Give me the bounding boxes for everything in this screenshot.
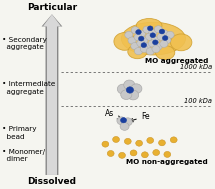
Circle shape bbox=[138, 36, 144, 41]
Circle shape bbox=[113, 136, 120, 143]
Circle shape bbox=[131, 27, 139, 34]
Circle shape bbox=[147, 26, 153, 31]
Circle shape bbox=[154, 43, 162, 50]
Circle shape bbox=[149, 29, 157, 36]
Circle shape bbox=[146, 48, 154, 55]
Circle shape bbox=[137, 40, 145, 47]
Circle shape bbox=[136, 140, 143, 146]
Circle shape bbox=[117, 117, 126, 125]
Circle shape bbox=[131, 43, 139, 50]
Text: Particular: Particular bbox=[27, 3, 77, 12]
Circle shape bbox=[121, 90, 132, 99]
Ellipse shape bbox=[170, 34, 192, 51]
Text: • Intermediate
  aggregate: • Intermediate aggregate bbox=[2, 81, 55, 95]
Circle shape bbox=[117, 84, 128, 94]
Circle shape bbox=[140, 45, 148, 52]
Circle shape bbox=[141, 152, 148, 158]
Circle shape bbox=[164, 151, 171, 157]
Text: • Secondary
  aggregate: • Secondary aggregate bbox=[2, 37, 47, 50]
Circle shape bbox=[130, 150, 137, 156]
Circle shape bbox=[128, 37, 136, 44]
Circle shape bbox=[126, 87, 134, 93]
Text: Fe: Fe bbox=[130, 112, 150, 122]
Ellipse shape bbox=[114, 33, 135, 50]
Circle shape bbox=[143, 26, 151, 33]
Text: • Primary
  bead: • Primary bead bbox=[2, 126, 36, 139]
Circle shape bbox=[102, 141, 109, 147]
Ellipse shape bbox=[121, 22, 186, 55]
Ellipse shape bbox=[136, 19, 162, 33]
Circle shape bbox=[154, 26, 162, 33]
Ellipse shape bbox=[128, 45, 147, 59]
Circle shape bbox=[134, 34, 142, 41]
Circle shape bbox=[159, 29, 165, 34]
Circle shape bbox=[143, 43, 151, 50]
Text: MO aggregated: MO aggregated bbox=[144, 58, 208, 64]
Circle shape bbox=[150, 33, 156, 38]
Circle shape bbox=[141, 43, 147, 48]
Text: • Monomer/
  dimer: • Monomer/ dimer bbox=[2, 149, 45, 162]
Circle shape bbox=[158, 140, 165, 146]
FancyArrow shape bbox=[43, 14, 61, 175]
Circle shape bbox=[137, 30, 145, 37]
Circle shape bbox=[125, 31, 133, 38]
Circle shape bbox=[162, 36, 168, 40]
Circle shape bbox=[160, 40, 168, 47]
Text: MO non-aggregated: MO non-aggregated bbox=[126, 159, 208, 165]
Circle shape bbox=[146, 33, 154, 40]
Circle shape bbox=[153, 40, 158, 45]
Circle shape bbox=[140, 37, 148, 44]
Circle shape bbox=[166, 31, 174, 38]
Circle shape bbox=[148, 40, 157, 47]
Text: 1000 kDa: 1000 kDa bbox=[180, 64, 212, 70]
Circle shape bbox=[136, 30, 141, 35]
Circle shape bbox=[147, 137, 154, 143]
Circle shape bbox=[153, 149, 160, 156]
Text: As: As bbox=[105, 109, 121, 119]
Circle shape bbox=[134, 48, 143, 55]
Circle shape bbox=[152, 46, 160, 53]
Ellipse shape bbox=[156, 46, 175, 60]
Circle shape bbox=[157, 33, 165, 40]
Circle shape bbox=[119, 152, 125, 158]
Circle shape bbox=[170, 137, 177, 143]
Text: Dissolved: Dissolved bbox=[28, 177, 77, 186]
Circle shape bbox=[107, 150, 114, 156]
Circle shape bbox=[123, 118, 132, 126]
Circle shape bbox=[163, 36, 171, 44]
FancyArrow shape bbox=[41, 14, 62, 175]
Circle shape bbox=[131, 84, 142, 94]
Circle shape bbox=[121, 118, 126, 123]
Circle shape bbox=[160, 30, 168, 37]
Circle shape bbox=[124, 80, 135, 90]
Text: 100 kDa: 100 kDa bbox=[184, 98, 212, 104]
Circle shape bbox=[127, 90, 139, 100]
Circle shape bbox=[151, 36, 159, 44]
Circle shape bbox=[120, 122, 129, 130]
Circle shape bbox=[124, 138, 131, 144]
